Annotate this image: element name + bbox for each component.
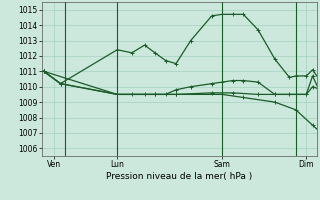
X-axis label: Pression niveau de la mer( hPa ): Pression niveau de la mer( hPa ) <box>106 172 252 181</box>
